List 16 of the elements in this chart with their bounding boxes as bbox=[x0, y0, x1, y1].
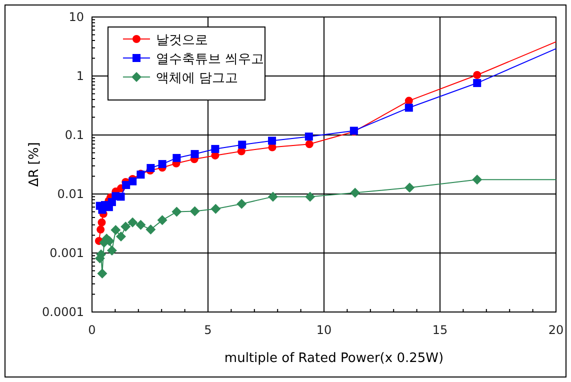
legend-label: 열수축튜브 씌우고 bbox=[156, 52, 264, 67]
y-tick-label: 0.01 bbox=[57, 187, 84, 201]
y-tick-label: 1 bbox=[76, 69, 84, 83]
y-axis-title: ΔR [%] bbox=[27, 142, 42, 187]
y-tick-label: 0.001 bbox=[50, 246, 84, 260]
legend-label: 날것으로 bbox=[156, 33, 208, 48]
x-tick-label: 5 bbox=[204, 323, 212, 337]
y-tick-label: 10 bbox=[68, 10, 84, 24]
legend-label: 액체에 담그고 bbox=[156, 71, 238, 86]
x-tick-label: 10 bbox=[316, 323, 332, 337]
x-axis-title: multiple of Rated Power(x 0.25W) bbox=[224, 351, 444, 366]
y-tick-label: 0.0001 bbox=[42, 305, 84, 319]
x-tick-label: 0 bbox=[88, 323, 96, 337]
x-tick-label: 20 bbox=[548, 323, 564, 337]
y-tick-label: 0.1 bbox=[64, 128, 84, 142]
x-tick-label: 15 bbox=[432, 323, 448, 337]
